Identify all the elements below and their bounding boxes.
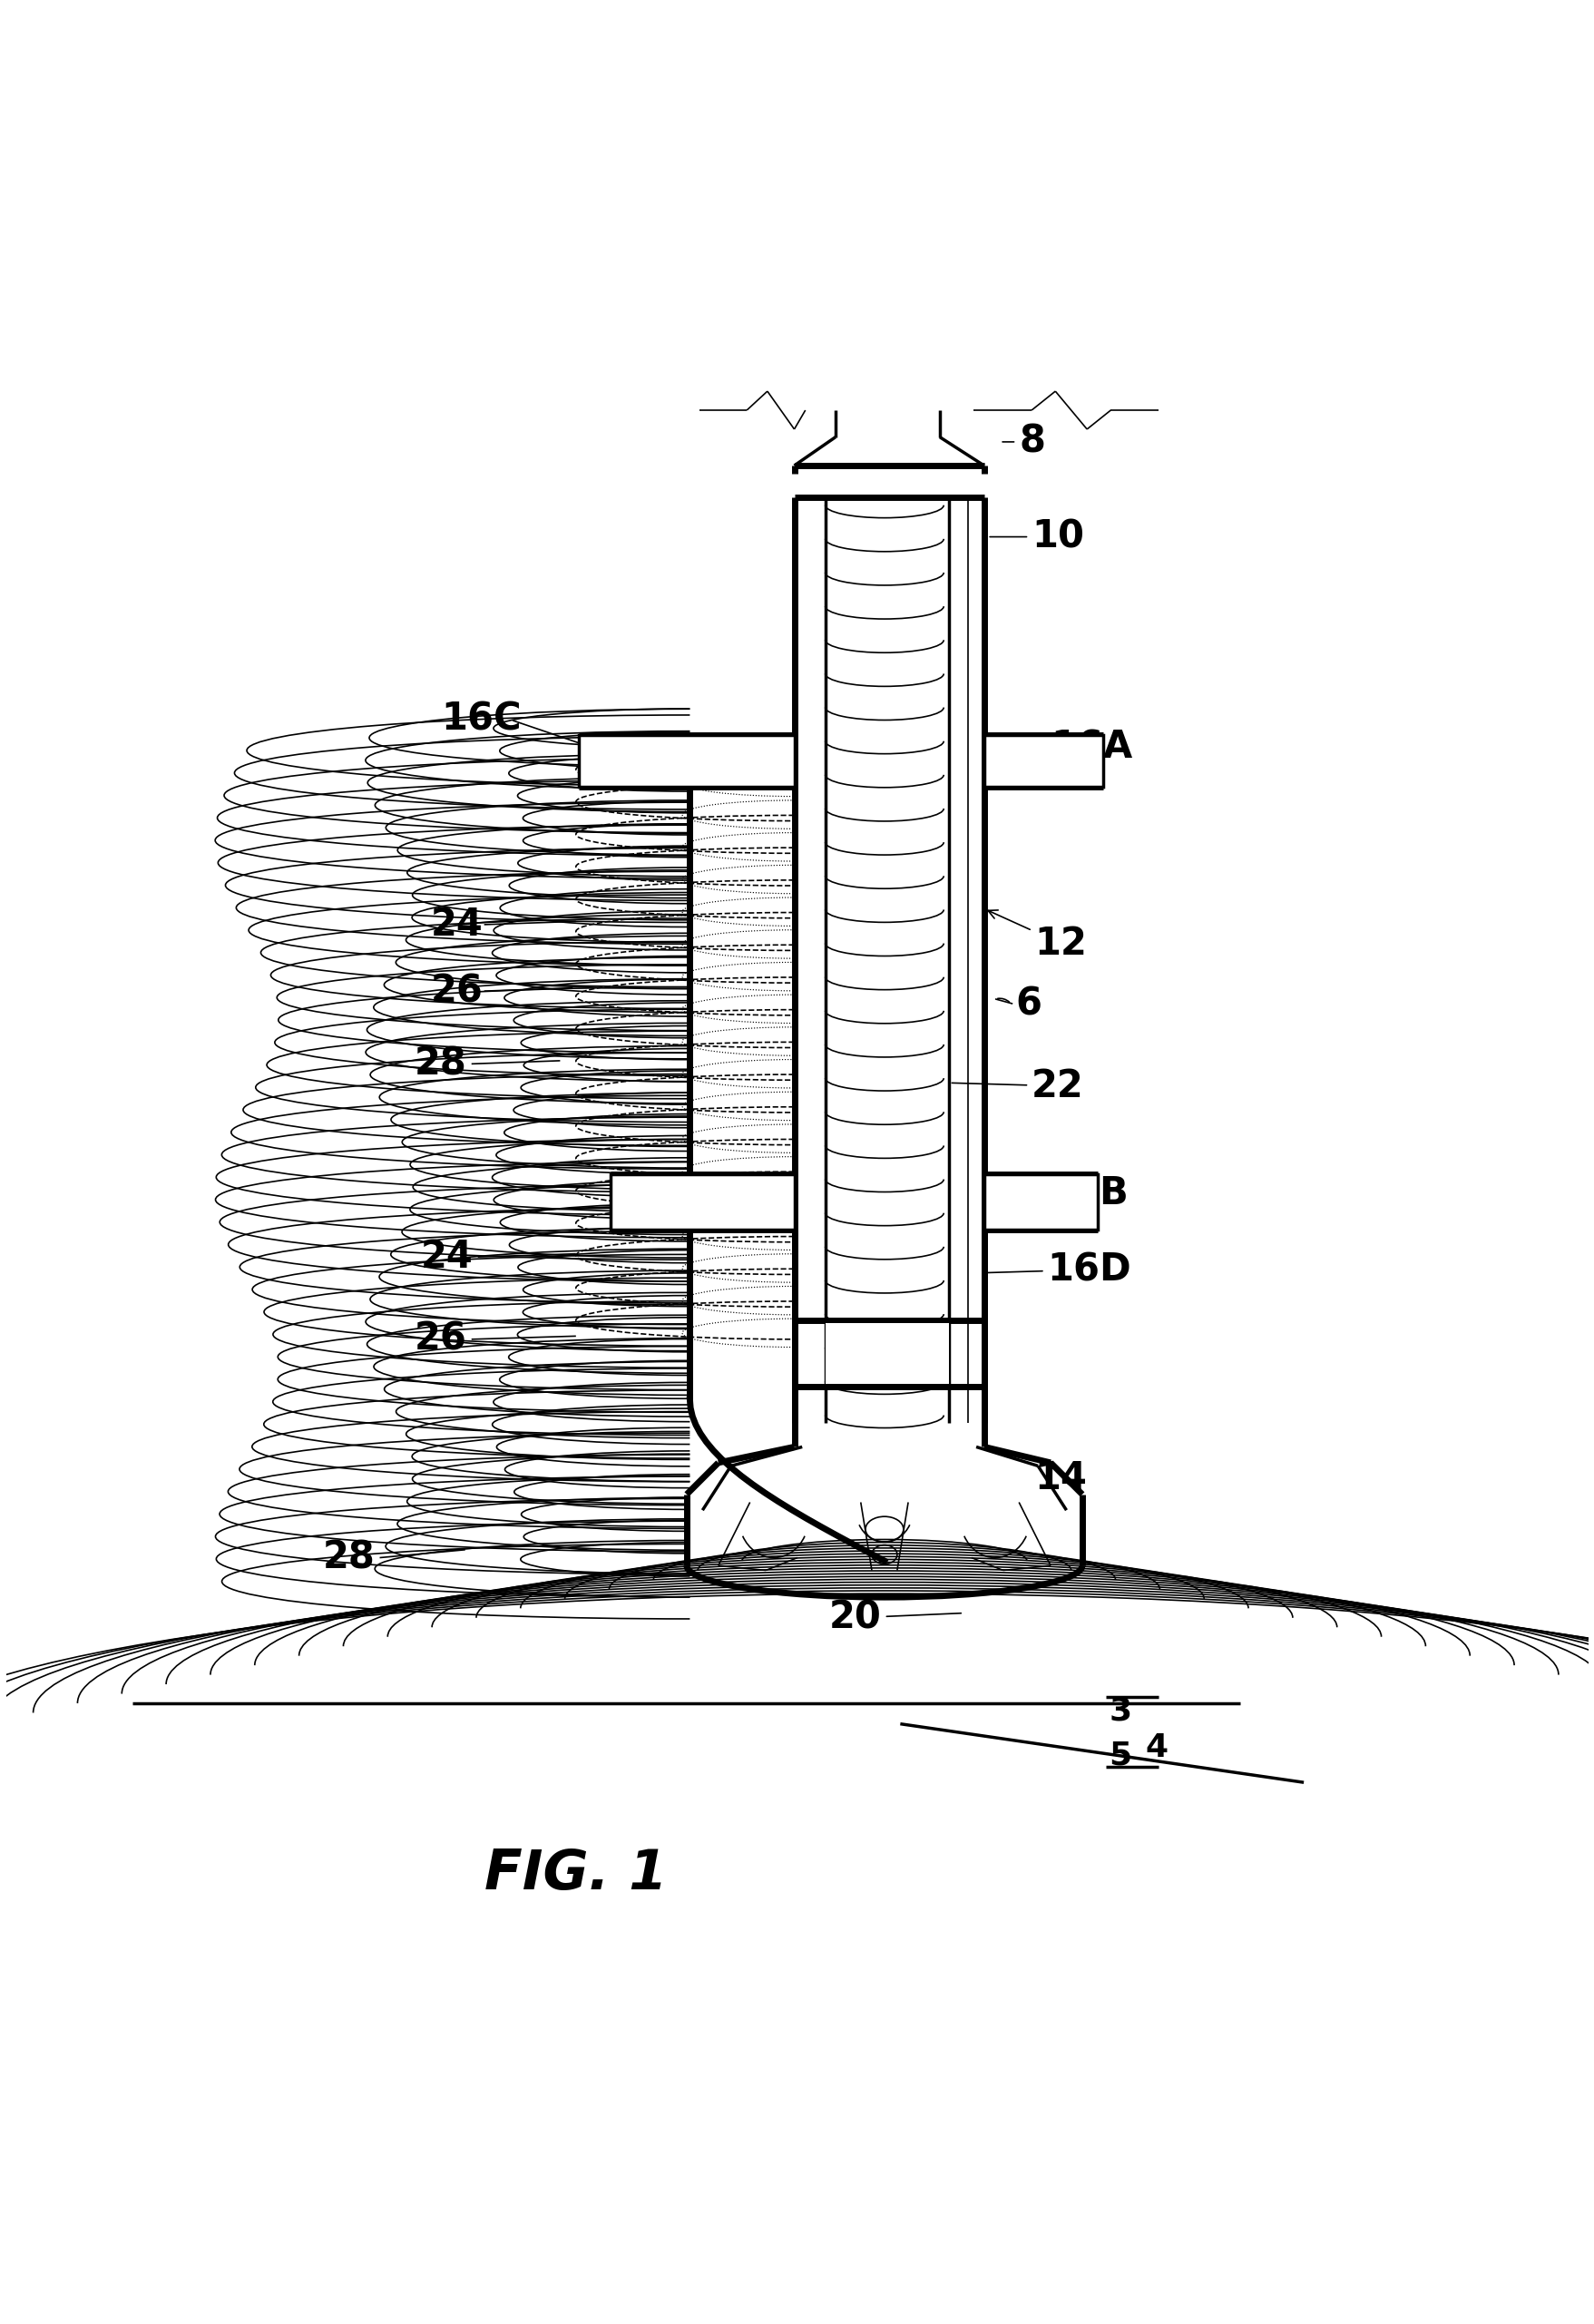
Text: 26: 26 xyxy=(414,1320,467,1357)
Text: 10: 10 xyxy=(990,518,1084,555)
Text: 16C: 16C xyxy=(442,700,521,739)
Bar xyxy=(611,1174,794,1229)
Text: 16D: 16D xyxy=(987,1250,1130,1290)
Text: 12: 12 xyxy=(987,911,1087,962)
Text: 14: 14 xyxy=(1035,1459,1087,1497)
Text: 16A: 16A xyxy=(1050,727,1132,767)
Text: 28: 28 xyxy=(322,1538,375,1576)
Text: 20: 20 xyxy=(829,1599,961,1636)
Text: 28: 28 xyxy=(414,1046,467,1083)
Text: 4: 4 xyxy=(1144,1731,1168,1764)
Bar xyxy=(983,734,1101,788)
Text: 26: 26 xyxy=(430,971,483,1011)
Bar xyxy=(826,1322,948,1383)
Bar xyxy=(579,734,794,788)
Text: 6: 6 xyxy=(1015,985,1041,1023)
Text: 22: 22 xyxy=(952,1067,1084,1106)
Text: 3: 3 xyxy=(1108,1697,1132,1727)
Text: 16B: 16B xyxy=(1047,1174,1129,1213)
Text: FIG. 1: FIG. 1 xyxy=(485,1848,666,1901)
Text: 24: 24 xyxy=(430,906,483,944)
Text: 8: 8 xyxy=(1003,423,1044,460)
Text: 5: 5 xyxy=(1108,1741,1132,1771)
Bar xyxy=(983,1174,1097,1229)
Text: 24: 24 xyxy=(421,1239,473,1276)
